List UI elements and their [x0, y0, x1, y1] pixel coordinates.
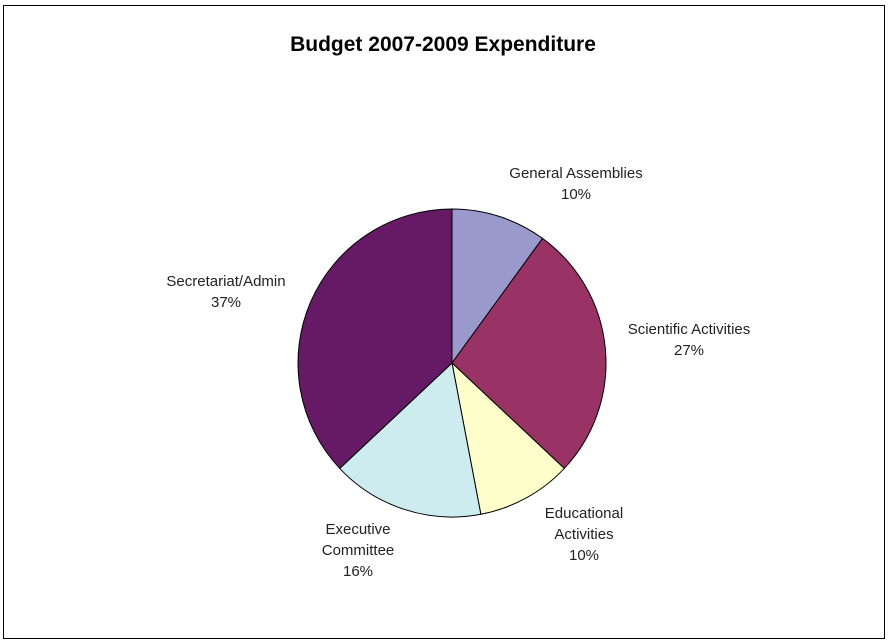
- slice-name: Scientific Activities: [628, 321, 751, 338]
- slice-name: Educational: [545, 505, 623, 522]
- pie-slice-3: [451, 361, 565, 515]
- slice-label-5: Secretariat/Admin 37%: [166, 273, 285, 311]
- pie-slice-2: [451, 237, 607, 470]
- slice-percent: 10%: [561, 186, 591, 203]
- pie-slice-4: [339, 362, 482, 518]
- slice-name: Committee: [322, 542, 395, 559]
- slice-name: General Assemblies: [509, 165, 642, 182]
- slice-percent: 16%: [343, 563, 373, 580]
- slice-label-3: Educational Activities 10%: [545, 505, 623, 564]
- slice-label-2: Scientific Activities 27%: [628, 321, 751, 359]
- pie-slice-1: [451, 208, 544, 365]
- pie-slices: [297, 208, 607, 518]
- slice-label-4: Executive Committee 16%: [322, 521, 395, 580]
- slice-name: Activities: [554, 526, 613, 543]
- pie-labels: General Assemblies 10% Scientific Activiti…: [166, 165, 750, 580]
- slice-percent: 37%: [211, 294, 241, 311]
- slice-percent: 10%: [569, 547, 599, 564]
- slice-name: Executive: [325, 521, 390, 538]
- slice-percent: 27%: [674, 342, 704, 359]
- slice-name: Secretariat/Admin: [166, 273, 285, 290]
- slice-label-1: General Assemblies 10%: [509, 165, 642, 203]
- chart-title: Budget 2007-2009 Expenditure: [290, 33, 596, 56]
- pie-slice-5: [297, 208, 453, 470]
